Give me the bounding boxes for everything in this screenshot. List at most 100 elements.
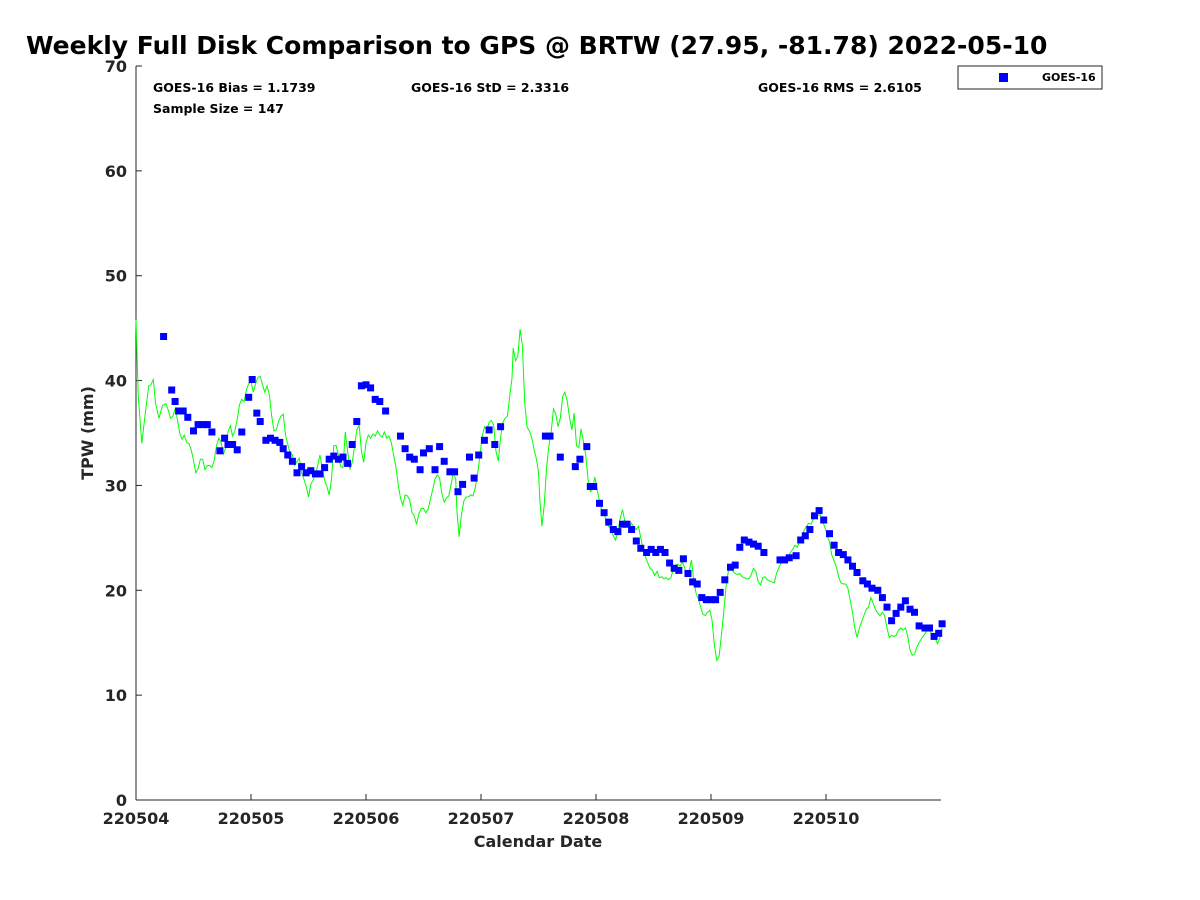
data-point [605, 518, 613, 526]
data-point [382, 407, 390, 415]
data-point [330, 452, 338, 460]
data-point [849, 562, 856, 570]
data-point [238, 428, 246, 436]
data-point [590, 483, 598, 490]
data-point [171, 398, 179, 405]
data-point [727, 563, 734, 571]
data-point [406, 453, 414, 461]
x-tick-label: 220504 [103, 809, 170, 828]
data-point [348, 441, 356, 448]
data-point [401, 445, 409, 453]
data-point [436, 443, 444, 451]
data-point [740, 536, 748, 544]
data-point [878, 594, 886, 602]
data-point [371, 395, 379, 403]
data-point [921, 624, 929, 632]
data-point [693, 580, 701, 588]
data-point [367, 384, 375, 392]
y-tick-label: 0 [116, 791, 127, 810]
data-point [284, 451, 292, 459]
data-point [901, 597, 909, 605]
data-point [609, 526, 617, 533]
y-tick-label: 60 [105, 162, 127, 181]
series-line-gps [135, 319, 943, 663]
data-point [546, 432, 554, 440]
legend: GOES-16 [957, 65, 1103, 90]
x-tick-label: 220510 [793, 809, 860, 828]
data-point [883, 603, 891, 611]
data-point [208, 428, 216, 436]
data-point [797, 536, 805, 544]
data-point [614, 528, 622, 536]
data-point [168, 386, 176, 394]
data-point [276, 438, 284, 446]
data-point [897, 603, 905, 611]
data-point [623, 520, 631, 528]
data-point [353, 418, 361, 425]
data-point [656, 545, 664, 553]
data-point [698, 594, 706, 602]
data-point [689, 578, 697, 586]
data-point [792, 552, 800, 560]
data-point [307, 467, 315, 475]
data-point [643, 549, 651, 556]
x-tick-label: 220507 [448, 809, 515, 828]
data-point [344, 459, 352, 467]
data-point [203, 421, 211, 429]
data-point [339, 453, 347, 461]
x-axis-label: Calendar Date [474, 832, 603, 851]
data-point [245, 393, 253, 401]
data-point [334, 455, 342, 463]
data-point [229, 441, 237, 448]
data-point [470, 474, 478, 482]
data-point [497, 423, 505, 431]
plot-area: 0 10 20 30 40 50 60 70 220504 220505 220506 220507… [103, 57, 946, 828]
y-tick-label: 20 [105, 581, 127, 600]
data-point [311, 470, 319, 478]
data-point [835, 549, 843, 556]
data-point [930, 632, 938, 640]
data-point [801, 532, 809, 540]
data-point [466, 453, 473, 461]
data-point [454, 488, 462, 496]
data-point [745, 538, 753, 546]
data-point [446, 468, 454, 476]
data-point [199, 421, 207, 429]
data-point [221, 434, 229, 442]
data-point [853, 569, 861, 576]
data-point [684, 570, 692, 577]
data-point [637, 544, 645, 552]
data-point [721, 576, 729, 584]
data-point [820, 516, 828, 524]
series-markers-goes16 [160, 333, 946, 640]
stat-rms: GOES-16 RMS = 2.6105 [758, 80, 922, 95]
y-axis-label: TPW (mm) [78, 386, 97, 480]
data-point [868, 584, 876, 592]
data-point [675, 566, 683, 574]
data-point [267, 434, 274, 442]
data-point [279, 445, 287, 453]
data-point [583, 443, 591, 451]
stat-sample-size: Sample Size = 147 [153, 101, 284, 116]
data-point [556, 453, 564, 461]
data-point [652, 549, 660, 556]
data-point [179, 407, 187, 415]
data-point [357, 382, 365, 390]
data-point [253, 409, 261, 417]
data-point [541, 432, 549, 440]
data-point [731, 561, 739, 569]
data-point [224, 441, 232, 448]
data-point [233, 446, 241, 454]
data-point [666, 559, 674, 567]
stat-std: GOES-16 StD = 2.3316 [411, 80, 569, 95]
data-point [397, 432, 404, 440]
data-point [859, 577, 867, 585]
chart-title: Weekly Full Disk Comparison to GPS @ BRT… [26, 31, 1047, 60]
data-point [781, 556, 789, 564]
data-point [316, 470, 324, 478]
data-point [628, 526, 636, 533]
legend-swatch-goes16 [999, 73, 1008, 82]
data-point [475, 451, 483, 459]
data-point [661, 549, 669, 556]
